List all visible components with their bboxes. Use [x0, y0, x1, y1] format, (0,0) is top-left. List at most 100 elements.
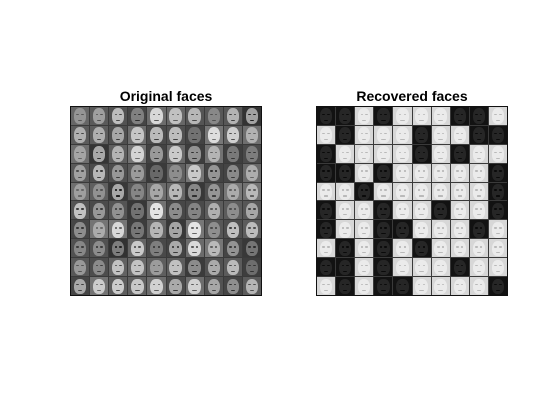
original-face-cell	[166, 182, 185, 201]
recovered-face-cell	[469, 239, 488, 258]
original-face-cell	[71, 277, 90, 295]
recovered-face-cell	[336, 239, 355, 258]
recovered-faces-grid	[316, 106, 508, 296]
recovered-face-cell	[469, 163, 488, 182]
recovered-face-cell	[336, 277, 355, 295]
recovered-face-cell	[450, 144, 469, 163]
original-face-cell	[128, 125, 147, 144]
original-face-cell	[185, 277, 204, 295]
recovered-face-cell	[450, 277, 469, 295]
original-face-cell	[204, 182, 223, 201]
recovered-face-cell	[355, 277, 374, 295]
original-face-cell	[109, 107, 128, 125]
recovered-face-cell	[355, 163, 374, 182]
original-face-cell	[128, 277, 147, 295]
recovered-face-cell	[469, 107, 488, 125]
recovered-face-cell	[355, 144, 374, 163]
recovered-face-cell	[355, 220, 374, 239]
original-face-cell	[204, 144, 223, 163]
recovered-face-cell	[374, 277, 393, 295]
original-face-cell	[147, 144, 166, 163]
original-face-cell	[90, 107, 109, 125]
recovered-face-cell	[374, 201, 393, 220]
original-face-cell	[223, 107, 242, 125]
recovered-face-cell	[374, 182, 393, 201]
original-face-cell	[166, 239, 185, 258]
recovered-face-cell	[412, 201, 431, 220]
original-face-cell	[242, 220, 261, 239]
original-faces-title: Original faces	[119, 88, 213, 104]
original-face-cell	[90, 220, 109, 239]
original-face-cell	[90, 258, 109, 277]
original-face-cell	[128, 144, 147, 163]
recovered-face-cell	[317, 107, 336, 125]
original-face-cell	[147, 163, 166, 182]
recovered-face-cell	[412, 277, 431, 295]
recovered-faces-panel: Recovered faces	[316, 88, 508, 300]
original-face-cell	[204, 220, 223, 239]
recovered-face-cell	[374, 258, 393, 277]
original-face-cell	[71, 258, 90, 277]
original-face-cell	[185, 258, 204, 277]
original-face-cell	[185, 239, 204, 258]
original-face-cell	[147, 107, 166, 125]
original-face-cell	[71, 201, 90, 220]
recovered-face-cell	[412, 144, 431, 163]
recovered-face-cell	[488, 144, 507, 163]
original-face-cell	[223, 239, 242, 258]
original-face-cell	[90, 163, 109, 182]
original-face-cell	[109, 239, 128, 258]
original-faces-grid	[70, 106, 262, 296]
original-face-cell	[242, 277, 261, 295]
recovered-face-cell	[469, 125, 488, 144]
recovered-face-cell	[450, 220, 469, 239]
original-face-cell	[242, 239, 261, 258]
recovered-face-cell	[393, 107, 412, 125]
recovered-face-cell	[431, 220, 450, 239]
recovered-face-cell	[317, 201, 336, 220]
original-face-cell	[71, 107, 90, 125]
original-face-cell	[71, 125, 90, 144]
original-face-cell	[223, 163, 242, 182]
original-face-cell	[185, 163, 204, 182]
original-face-cell	[147, 220, 166, 239]
original-face-cell	[109, 182, 128, 201]
original-face-cell	[90, 182, 109, 201]
recovered-face-cell	[412, 239, 431, 258]
recovered-face-cell	[469, 182, 488, 201]
original-face-cell	[166, 277, 185, 295]
original-face-cell	[204, 277, 223, 295]
original-face-cell	[242, 258, 261, 277]
original-face-cell	[223, 182, 242, 201]
original-face-cell	[242, 201, 261, 220]
recovered-face-cell	[374, 144, 393, 163]
recovered-face-cell	[355, 182, 374, 201]
recovered-face-cell	[488, 107, 507, 125]
recovered-face-cell	[374, 107, 393, 125]
original-face-cell	[128, 107, 147, 125]
recovered-face-cell	[431, 107, 450, 125]
original-face-cell	[166, 125, 185, 144]
original-face-cell	[223, 220, 242, 239]
original-face-cell	[128, 239, 147, 258]
recovered-face-cell	[393, 220, 412, 239]
recovered-face-cell	[488, 182, 507, 201]
recovered-face-cell	[317, 182, 336, 201]
original-face-cell	[90, 277, 109, 295]
recovered-face-cell	[450, 107, 469, 125]
recovered-face-cell	[317, 258, 336, 277]
recovered-face-cell	[488, 201, 507, 220]
original-face-cell	[242, 107, 261, 125]
recovered-face-cell	[431, 163, 450, 182]
original-face-cell	[185, 107, 204, 125]
original-face-cell	[223, 201, 242, 220]
recovered-face-cell	[355, 258, 374, 277]
recovered-face-cell	[336, 182, 355, 201]
original-face-cell	[128, 163, 147, 182]
recovered-face-cell	[488, 163, 507, 182]
original-face-cell	[204, 163, 223, 182]
original-face-cell	[242, 144, 261, 163]
recovered-face-cell	[374, 125, 393, 144]
original-face-cell	[90, 125, 109, 144]
original-face-cell	[242, 125, 261, 144]
